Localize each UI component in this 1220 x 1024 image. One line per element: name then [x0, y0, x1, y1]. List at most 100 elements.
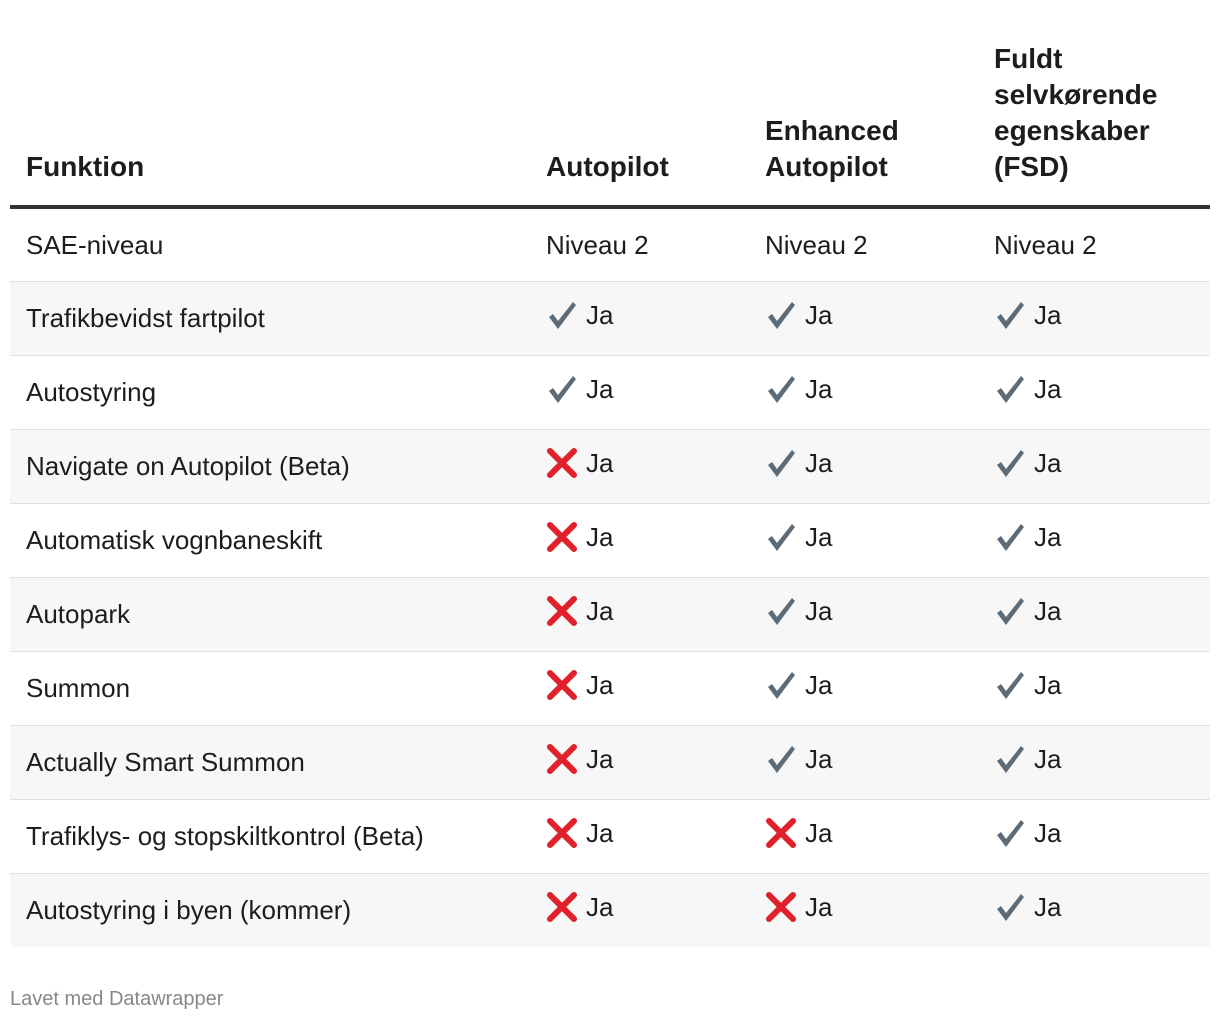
cross-icon — [546, 743, 578, 775]
table-row: Navigate on Autopilot (Beta) Ja Ja Ja — [10, 429, 1210, 504]
value-cell: Ja — [978, 281, 1210, 356]
value-cell-content: Ja — [765, 299, 832, 331]
value-cell: Ja — [978, 355, 1210, 430]
value-cell: Ja — [530, 355, 749, 430]
table-row: Actually Smart Summon Ja Ja Ja — [10, 725, 1210, 800]
value-cell-content: Ja — [546, 373, 613, 405]
check-icon — [546, 373, 578, 405]
value-cell-content: Ja — [994, 299, 1061, 331]
value-text: Ja — [586, 744, 614, 774]
cross-icon — [546, 817, 578, 849]
feature-name-cell: Autopark — [10, 577, 530, 652]
check-icon — [994, 299, 1026, 331]
value-text: Niveau 2 — [765, 229, 868, 260]
value-text: Ja — [586, 300, 614, 330]
header-funktion: Funktion — [10, 0, 530, 209]
value-cell: Ja — [530, 725, 749, 800]
table-row: Summon Ja Ja Ja — [10, 651, 1210, 726]
feature-name-cell: Trafikbevidst fartpilot — [10, 281, 530, 356]
value-text: Ja — [1034, 448, 1062, 478]
check-icon — [765, 521, 797, 553]
value-cell-content: Ja — [546, 817, 613, 849]
value-text: Ja — [805, 596, 833, 626]
value-text: Ja — [1034, 522, 1062, 552]
value-cell-content: Ja — [765, 373, 832, 405]
check-icon — [994, 743, 1026, 775]
value-cell: Ja — [749, 503, 978, 578]
value-cell: Ja — [978, 429, 1210, 504]
value-cell: Ja — [749, 725, 978, 800]
value-cell: Ja — [978, 577, 1210, 652]
value-text: Ja — [805, 818, 833, 848]
value-cell: Niveau 2 — [749, 207, 978, 282]
value-cell: Ja — [978, 799, 1210, 874]
feature-comparison-table: Funktion Autopilot Enhanced Autopilot Fuldt s… — [10, 0, 1210, 947]
check-icon — [994, 817, 1026, 849]
value-cell-content: Niveau 2 — [765, 230, 868, 260]
cross-icon — [546, 595, 578, 627]
value-cell: Ja — [749, 799, 978, 874]
value-text: Ja — [805, 522, 833, 552]
value-text: Ja — [805, 670, 833, 700]
value-cell-content: Niveau 2 — [546, 230, 649, 260]
value-text: Ja — [805, 448, 833, 478]
feature-name-cell: Autostyring i byen (kommer) — [10, 873, 530, 947]
cross-icon — [765, 817, 797, 849]
cross-icon — [546, 521, 578, 553]
check-icon — [765, 743, 797, 775]
table-header-row: Funktion Autopilot Enhanced Autopilot Fuldt s… — [10, 0, 1210, 209]
value-cell: Ja — [749, 429, 978, 504]
value-text: Ja — [1034, 818, 1062, 848]
table-row: Automatisk vognbaneskift Ja Ja Ja — [10, 503, 1210, 578]
value-cell-content: Ja — [765, 595, 832, 627]
value-cell: Ja — [530, 651, 749, 726]
check-icon — [994, 669, 1026, 701]
value-cell-content: Ja — [546, 891, 613, 923]
value-text: Ja — [586, 522, 614, 552]
table-row: Autostyring i byen (kommer) Ja Ja Ja — [10, 873, 1210, 947]
value-text: Ja — [805, 892, 833, 923]
value-text: Ja — [586, 596, 614, 626]
table-row: Autostyring Ja Ja Ja — [10, 355, 1210, 430]
value-cell-content: Ja — [546, 669, 613, 701]
value-text: Ja — [1034, 300, 1062, 330]
value-cell: Ja — [530, 873, 749, 947]
value-cell: Niveau 2 — [978, 207, 1210, 282]
value-text: Ja — [586, 374, 614, 404]
value-cell-content: Ja — [765, 817, 832, 849]
check-icon — [994, 595, 1026, 627]
value-cell-content: Ja — [546, 743, 613, 775]
table-row: Trafikbevidst fartpilot Ja Ja Ja — [10, 281, 1210, 356]
check-icon — [994, 521, 1026, 553]
feature-name-cell: Automatisk vognbaneskift — [10, 503, 530, 578]
footer-credit: Lavet med Datawrapper — [10, 988, 224, 1010]
value-text: Ja — [1034, 670, 1062, 700]
value-text: Ja — [1034, 596, 1062, 626]
value-text: Ja — [586, 818, 614, 848]
table-row: Autopark Ja Ja Ja — [10, 577, 1210, 652]
value-cell: Ja — [749, 281, 978, 356]
value-text: Niveau 2 — [546, 229, 649, 260]
value-cell: Niveau 2 — [530, 207, 749, 282]
value-cell: Ja — [530, 429, 749, 504]
value-text: Ja — [1034, 744, 1062, 774]
value-cell: Ja — [978, 873, 1210, 947]
value-cell-content: Ja — [994, 447, 1061, 479]
value-cell: Ja — [530, 503, 749, 578]
value-cell-content: Ja — [765, 891, 832, 923]
feature-name-cell: Autostyring — [10, 355, 530, 430]
value-cell-content: Ja — [765, 521, 832, 553]
value-cell-content: Ja — [994, 521, 1061, 553]
feature-name-cell: Summon — [10, 651, 530, 726]
feature-name-cell: SAE-niveau — [10, 207, 530, 282]
value-cell-content: Ja — [765, 447, 832, 479]
value-cell-content: Ja — [546, 447, 613, 479]
check-icon — [765, 669, 797, 701]
value-cell: Ja — [749, 355, 978, 430]
feature-name-cell: Trafiklys- og stopskiltkontrol (Beta) — [10, 799, 530, 874]
check-icon — [765, 373, 797, 405]
value-cell-content: Ja — [994, 669, 1061, 701]
cross-icon — [546, 891, 578, 923]
value-cell-content: Ja — [994, 891, 1061, 923]
table-row: Trafiklys- og stopskiltkontrol (Beta) Ja J… — [10, 799, 1210, 874]
